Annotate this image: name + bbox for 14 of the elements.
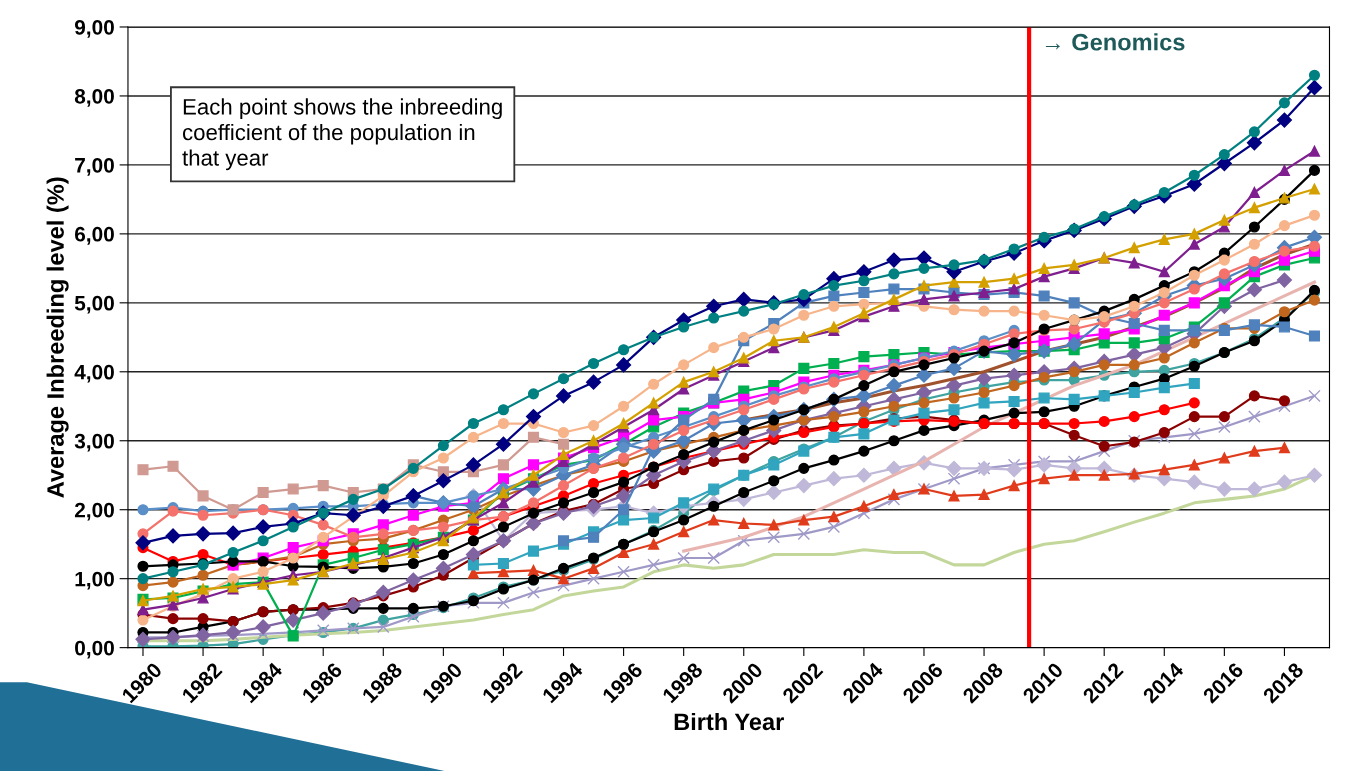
y-tick-label: 6,00 (74, 226, 114, 245)
y-tick-label: 2,00 (74, 502, 114, 521)
y-tick-label: 9,00 (74, 19, 114, 38)
y-tick-label: 4,00 (74, 364, 114, 383)
y-axis-title: Average Inbreeding level (%) (46, 177, 69, 498)
y-tick-label: 1,00 (75, 571, 114, 590)
y-tick-label: 0,00 (75, 640, 114, 659)
annotation: Each point shows the inbreeding coefficient of the population in that year (182, 98, 502, 171)
ref-line-label: → Genomics (1045, 33, 1185, 51)
y-tick-label: 8,00 (74, 88, 114, 107)
x-axis-title: Birth Year (674, 712, 784, 731)
y-tick-label: 3,00 (74, 433, 114, 452)
y-tick-label: 5,00 (74, 295, 114, 314)
y-tick-label: 7,00 (75, 157, 114, 176)
